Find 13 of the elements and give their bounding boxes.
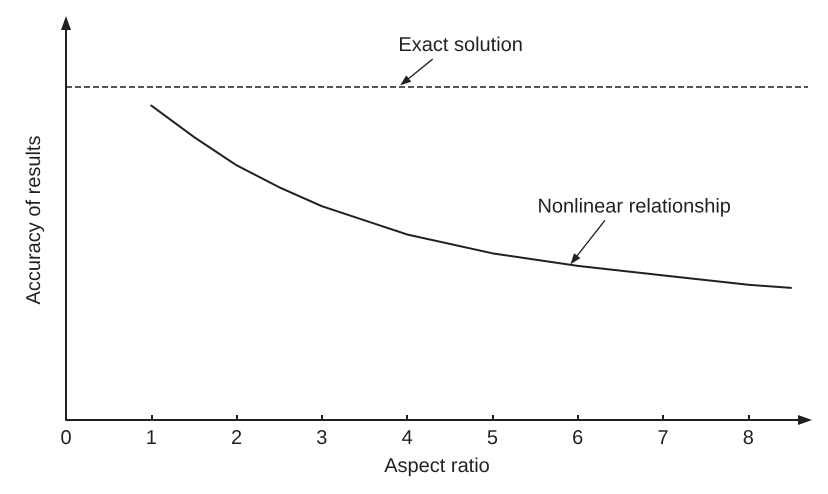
x-tick-label: 8 (742, 427, 754, 449)
x-tick-label: 1 (146, 427, 157, 449)
x-tick-label: 0 (60, 427, 72, 449)
y-axis-title: Accuracy of results (23, 136, 45, 304)
x-tick-label: 4 (402, 427, 413, 449)
x-tick-label: 6 (572, 427, 584, 449)
x-tick-label: 5 (486, 427, 498, 449)
annotation: Exact solution (398, 34, 523, 56)
x-tick-label: 3 (316, 427, 328, 449)
x-tick-label: 2 (231, 427, 242, 449)
x-tick-label: 7 (657, 427, 669, 449)
x-axis-title: Aspect ratio (384, 455, 490, 477)
annotation: Nonlinear relationship (537, 195, 731, 218)
